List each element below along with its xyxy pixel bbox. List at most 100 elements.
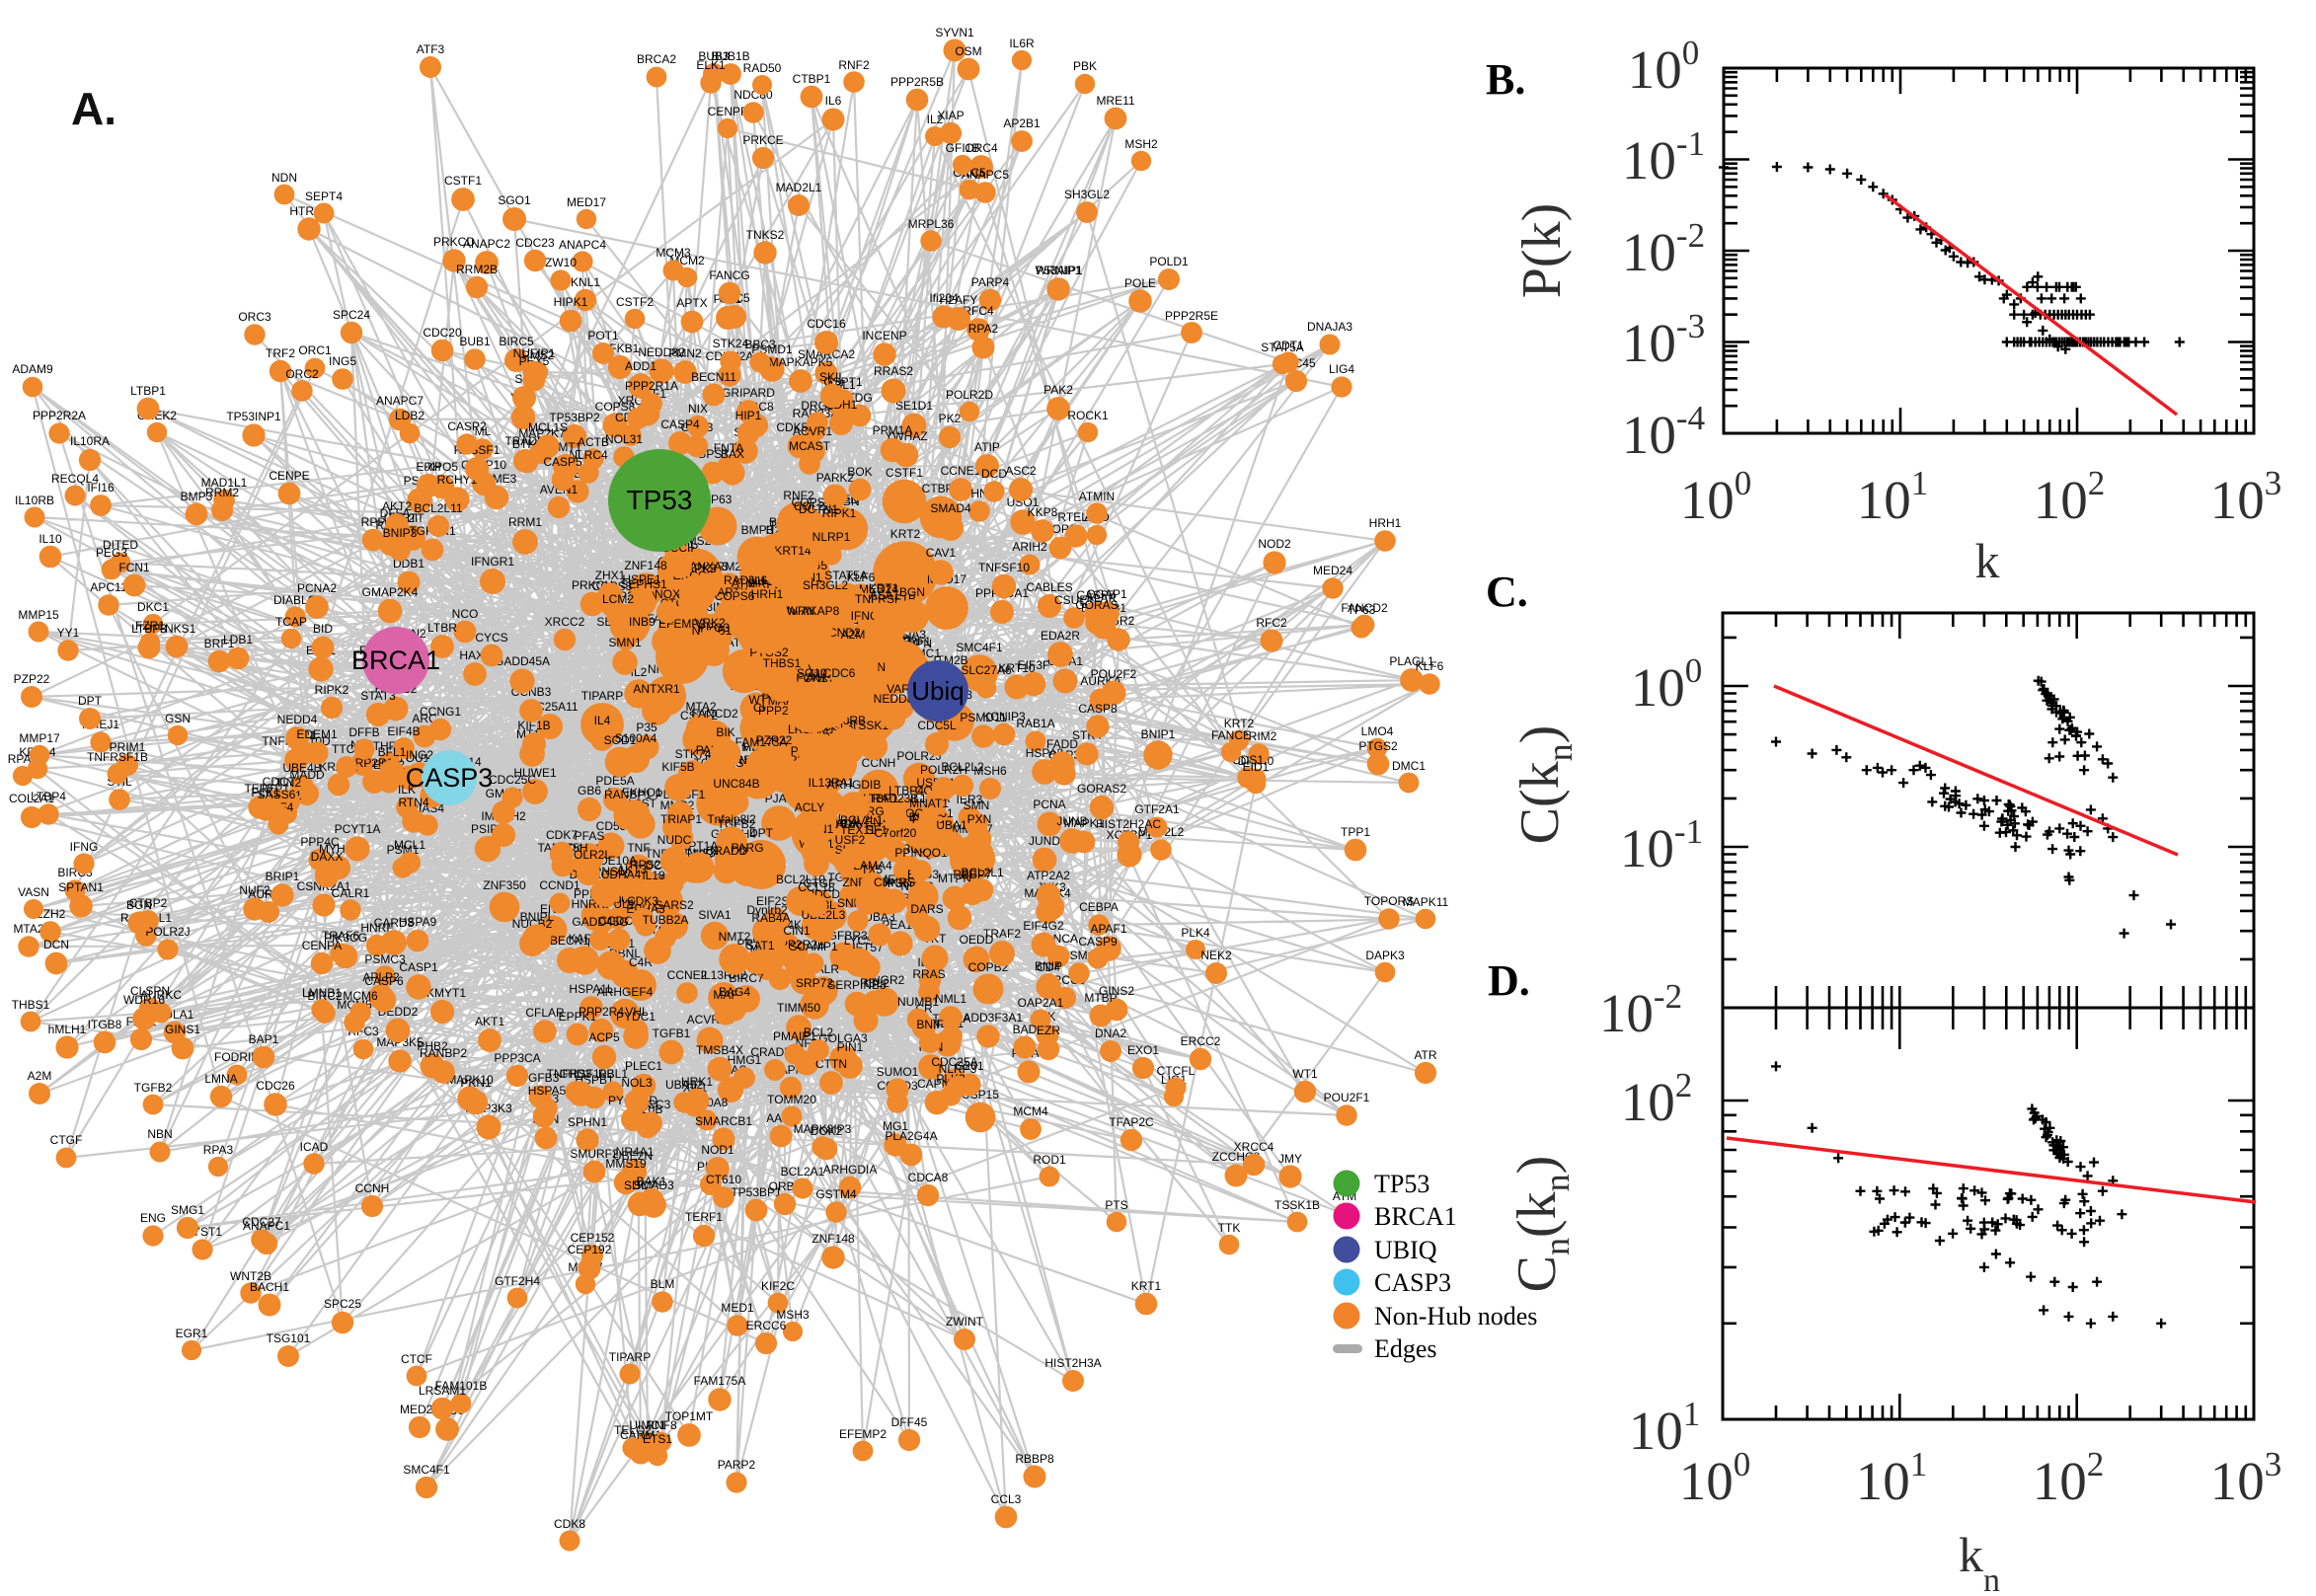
- svg-text:IFI16: IFI16: [87, 481, 115, 494]
- svg-text:BBC3: BBC3: [744, 338, 776, 351]
- svg-text:ACP5: ACP5: [588, 1030, 620, 1044]
- svg-text:MTPN: MTPN: [938, 872, 971, 885]
- svg-text:UNC84B: UNC84B: [713, 777, 759, 791]
- svg-text:TGFB2: TGFB2: [134, 1081, 173, 1095]
- svg-text:PEG3: PEG3: [96, 546, 127, 560]
- svg-text:VHL: VHL: [625, 1005, 649, 1019]
- svg-text:EID1: EID1: [1243, 760, 1270, 774]
- svg-text:RECQL4: RECQL4: [51, 472, 99, 486]
- svg-text:IL6R: IL6R: [1009, 37, 1035, 50]
- svg-text:CSTF1: CSTF1: [444, 174, 482, 188]
- svg-text:FCN1: FCN1: [118, 561, 150, 574]
- svg-text:MTA2: MTA2: [685, 700, 716, 714]
- svg-text:POLR2H: POLR2H: [920, 763, 967, 777]
- svg-text:GRIPARD: GRIPARD: [722, 386, 775, 400]
- svg-text:SMARCA2: SMARCA2: [798, 347, 855, 361]
- svg-text:CDC6: CDC6: [823, 666, 856, 680]
- svg-text:NLRP3: NLRP3: [939, 1062, 977, 1076]
- svg-text:TTC1: TTC1: [332, 742, 361, 756]
- svg-text:PHB2: PHB2: [417, 1039, 448, 1053]
- svg-text:SCAMP1: SCAMP1: [789, 940, 838, 953]
- svg-text:SH3GL2: SH3GL2: [803, 578, 848, 592]
- svg-text:TRIAP1: TRIAP1: [660, 812, 702, 826]
- svg-text:IFNGR1: IFNGR1: [471, 555, 514, 569]
- svg-text:PRKCE: PRKCE: [742, 133, 783, 147]
- svg-text:NLRC4: NLRC4: [569, 448, 608, 462]
- svg-text:APLP2: APLP2: [362, 970, 400, 984]
- svg-text:C7orf20: C7orf20: [875, 826, 917, 840]
- svg-text:ORC4: ORC4: [965, 141, 998, 155]
- svg-text:CASP1: CASP1: [399, 960, 438, 974]
- svg-text:S100A4: S100A4: [615, 731, 657, 745]
- svg-text:GTF2A1: GTF2A1: [1134, 802, 1180, 816]
- svg-text:EFEMP2: EFEMP2: [839, 1427, 887, 1441]
- svg-text:HRH1: HRH1: [1369, 516, 1402, 530]
- svg-text:LCM2: LCM2: [602, 592, 634, 606]
- svg-text:DCD: DCD: [981, 467, 1007, 481]
- svg-text:KRT10: KRT10: [998, 661, 1035, 675]
- svg-text:BUB1: BUB1: [459, 335, 491, 348]
- svg-text:TEX11: TEX11: [840, 823, 876, 837]
- svg-text:BECN1: BECN1: [550, 934, 589, 948]
- svg-text:PBK: PBK: [1073, 59, 1097, 73]
- svg-text:LTBR: LTBR: [427, 621, 457, 635]
- svg-text:BNIPL: BNIPL: [520, 910, 555, 924]
- svg-text:H2AFY: H2AFY: [940, 293, 978, 307]
- svg-text:RRAS: RRAS: [912, 967, 945, 981]
- svg-text:BRF1: BRF1: [204, 637, 235, 650]
- svg-text:Edges: Edges: [1374, 1334, 1437, 1363]
- svg-text:ARHGDIA: ARHGDIA: [823, 1163, 878, 1177]
- svg-text:ORC1: ORC1: [298, 343, 332, 357]
- svg-text:FANCG: FANCG: [709, 268, 749, 282]
- svg-text:CDT1: CDT1: [1273, 339, 1304, 352]
- svg-text:HRK1: HRK1: [681, 1075, 713, 1089]
- svg-text:COPS4: COPS4: [792, 495, 832, 509]
- svg-text:TMSB4X: TMSB4X: [696, 1043, 743, 1057]
- svg-text:CASP4: CASP4: [660, 418, 700, 431]
- svg-text:NOL3: NOL3: [621, 1076, 653, 1090]
- svg-text:MSH3: MSH3: [776, 1308, 810, 1322]
- svg-text:DAPK3: DAPK3: [1365, 949, 1405, 962]
- svg-text:HNRF: HNRF: [360, 921, 393, 935]
- svg-text:TNFRSF10B: TNFRSF10B: [547, 1067, 615, 1081]
- svg-text:CASP7: CASP7: [1076, 588, 1116, 602]
- svg-text:MADD: MADD: [289, 768, 325, 782]
- svg-text:ZNF148: ZNF148: [624, 559, 667, 572]
- svg-text:YY1: YY1: [57, 626, 80, 640]
- svg-text:NOD2: NOD2: [1258, 537, 1291, 551]
- svg-text:KLF6: KLF6: [1416, 659, 1444, 673]
- svg-text:TIMM50: TIMM50: [777, 1001, 820, 1015]
- svg-text:TP53: TP53: [627, 485, 693, 515]
- svg-text:ITGB8: ITGB8: [88, 1018, 122, 1031]
- svg-text:TP53INP1: TP53INP1: [226, 410, 281, 423]
- svg-text:GADD45G: GADD45G: [572, 915, 628, 929]
- svg-text:EDA2R: EDA2R: [1041, 629, 1080, 643]
- svg-text:ANAPC2: ANAPC2: [463, 237, 510, 251]
- svg-text:SE1D1: SE1D1: [895, 399, 933, 413]
- svg-text:MAD1L1: MAD1L1: [201, 476, 248, 490]
- svg-text:JMY: JMY: [1278, 1152, 1302, 1166]
- svg-text:UBA52: UBA52: [665, 1078, 703, 1092]
- svg-text:NCO: NCO: [452, 607, 479, 621]
- svg-text:ROD1: ROD1: [1033, 1153, 1066, 1167]
- svg-text:CTBP2: CTBP2: [129, 896, 168, 910]
- svg-text:Ubiq: Ubiq: [911, 676, 964, 706]
- svg-text:WRNIP1: WRNIP1: [1036, 264, 1082, 277]
- svg-text:RFC2: RFC2: [1256, 616, 1287, 630]
- svg-text:STAT5A: STAT5A: [824, 569, 868, 582]
- svg-text:SAT1: SAT1: [745, 939, 774, 952]
- svg-text:RAB4A: RAB4A: [751, 911, 790, 925]
- svg-text:CDC25C: CDC25C: [489, 773, 536, 787]
- svg-text:IL10RA: IL10RA: [70, 434, 110, 448]
- svg-text:KIF1B: KIF1B: [517, 719, 550, 732]
- svg-text:TRADD: TRADD: [504, 434, 546, 448]
- svg-text:CDK3: CDK3: [627, 894, 658, 908]
- svg-text:HIST2H3A: HIST2H3A: [1044, 1356, 1101, 1370]
- svg-text:PZP22: PZP22: [14, 672, 50, 686]
- svg-text:MAD2L1: MAD2L1: [776, 181, 822, 194]
- svg-text:HIPK1: HIPK1: [554, 295, 588, 309]
- svg-text:ROCK1: ROCK1: [1067, 409, 1109, 422]
- svg-text:PARP4: PARP4: [971, 275, 1010, 289]
- svg-text:PRIM1: PRIM1: [110, 740, 146, 754]
- svg-text:CASP6: CASP6: [364, 974, 404, 988]
